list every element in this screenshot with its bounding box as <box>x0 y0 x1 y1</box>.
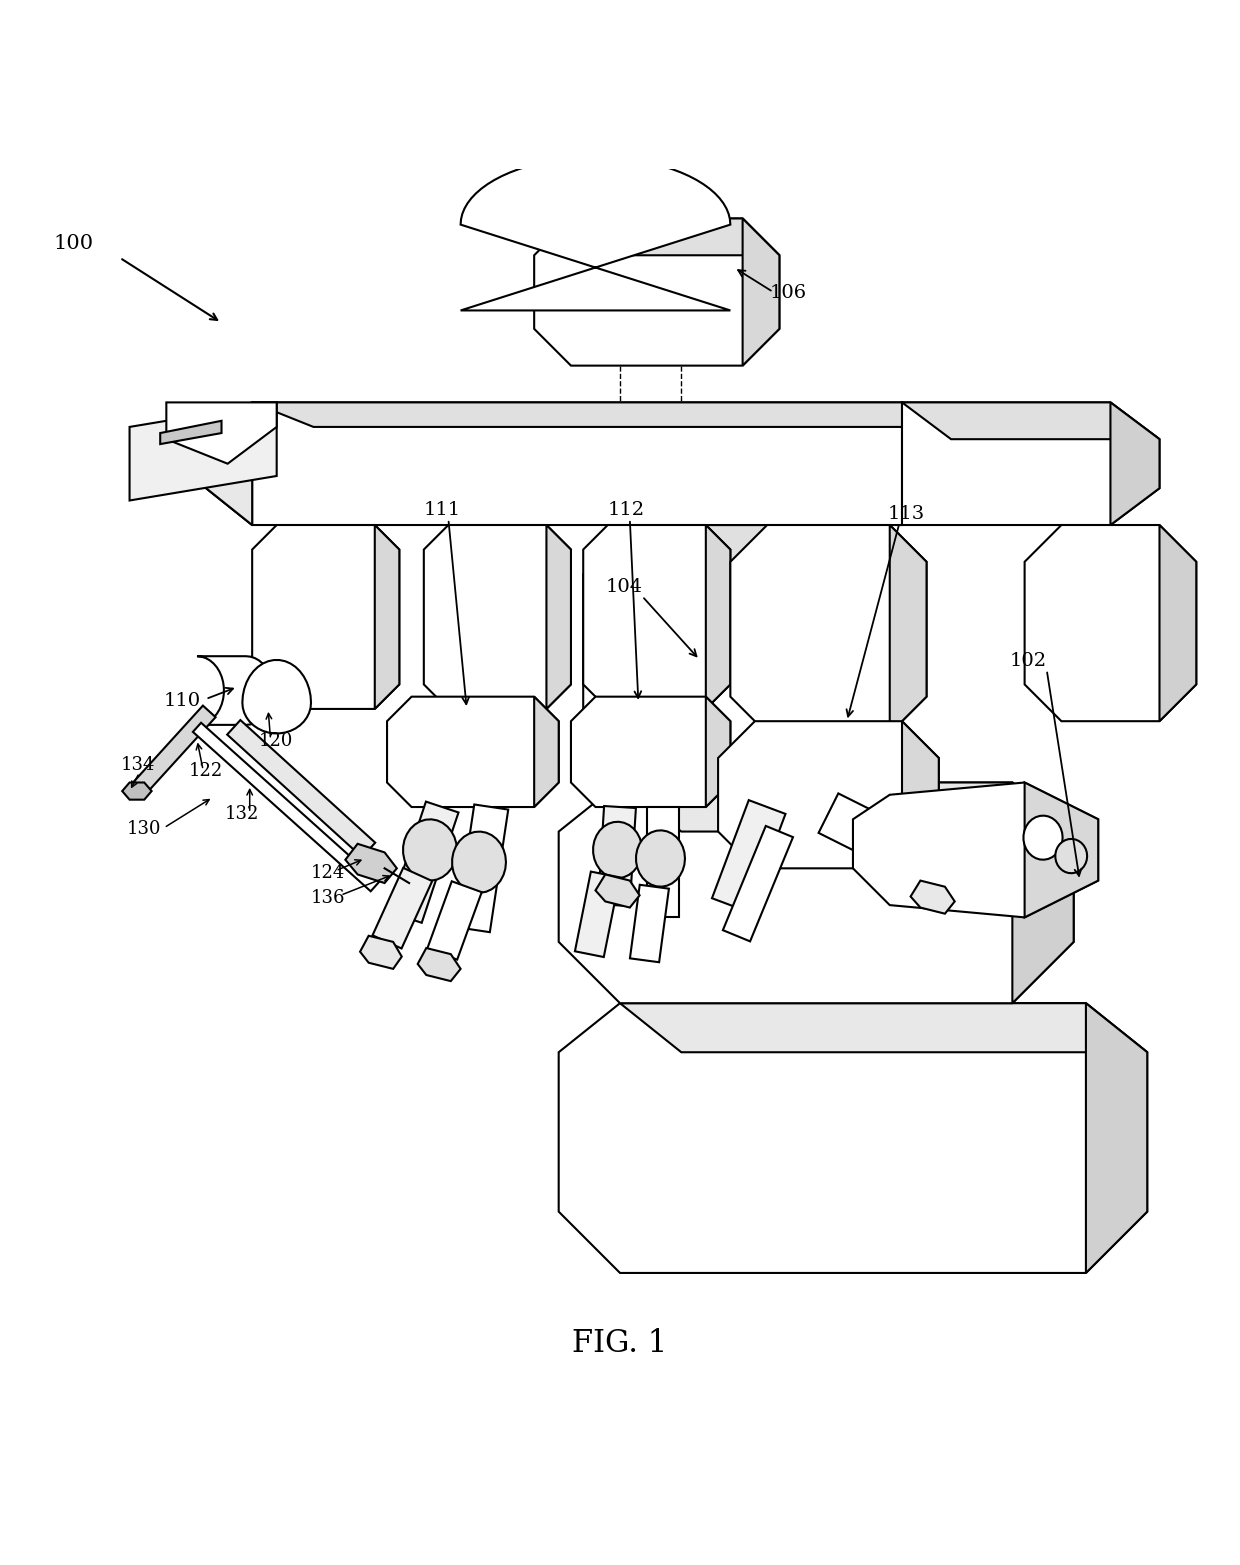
Polygon shape <box>598 806 636 906</box>
Polygon shape <box>595 875 640 908</box>
Polygon shape <box>129 402 277 501</box>
Text: 136: 136 <box>311 889 346 906</box>
Polygon shape <box>453 831 506 892</box>
Text: FIG. 1: FIG. 1 <box>573 1327 667 1358</box>
Polygon shape <box>534 696 559 808</box>
Text: 122: 122 <box>188 762 223 781</box>
Polygon shape <box>1159 524 1197 721</box>
Polygon shape <box>583 524 730 709</box>
Polygon shape <box>706 696 730 808</box>
Polygon shape <box>853 782 1099 917</box>
Polygon shape <box>193 723 379 892</box>
Polygon shape <box>456 804 508 933</box>
Polygon shape <box>387 696 559 808</box>
Polygon shape <box>360 936 402 969</box>
Polygon shape <box>197 656 273 725</box>
Text: 130: 130 <box>128 820 161 837</box>
Polygon shape <box>1111 402 1159 524</box>
Polygon shape <box>620 782 1074 831</box>
Polygon shape <box>901 402 1159 440</box>
Polygon shape <box>620 1003 1147 1052</box>
Polygon shape <box>636 831 684 887</box>
Text: 111: 111 <box>424 501 461 520</box>
Polygon shape <box>890 524 926 734</box>
Polygon shape <box>252 402 963 427</box>
Polygon shape <box>743 219 780 366</box>
Polygon shape <box>191 402 252 524</box>
Polygon shape <box>559 1003 1147 1272</box>
Polygon shape <box>428 881 481 959</box>
Polygon shape <box>403 820 456 881</box>
Polygon shape <box>389 801 459 923</box>
Polygon shape <box>645 524 901 574</box>
Text: 124: 124 <box>311 864 345 883</box>
Polygon shape <box>910 881 955 914</box>
Polygon shape <box>570 219 780 255</box>
Text: 106: 106 <box>770 285 807 302</box>
Polygon shape <box>593 822 642 878</box>
Polygon shape <box>583 524 901 782</box>
Polygon shape <box>460 156 730 310</box>
Polygon shape <box>123 782 151 800</box>
Polygon shape <box>559 782 1074 1003</box>
Polygon shape <box>191 402 252 524</box>
Text: 113: 113 <box>888 505 925 523</box>
Polygon shape <box>1012 782 1074 1003</box>
Text: 100: 100 <box>53 235 94 254</box>
Polygon shape <box>227 720 376 858</box>
Polygon shape <box>706 524 730 709</box>
Polygon shape <box>901 721 939 869</box>
Polygon shape <box>723 826 794 942</box>
Polygon shape <box>1055 839 1087 873</box>
Text: 112: 112 <box>608 501 645 520</box>
Polygon shape <box>718 721 939 869</box>
Text: 134: 134 <box>122 756 155 775</box>
Polygon shape <box>418 948 460 981</box>
Polygon shape <box>575 872 620 958</box>
Polygon shape <box>570 696 730 808</box>
Text: 104: 104 <box>605 579 642 596</box>
Polygon shape <box>242 660 311 734</box>
Polygon shape <box>1023 815 1063 859</box>
Polygon shape <box>424 524 570 709</box>
Polygon shape <box>901 402 963 524</box>
Text: 120: 120 <box>258 732 293 750</box>
Polygon shape <box>1086 1003 1147 1272</box>
Polygon shape <box>374 524 399 709</box>
Polygon shape <box>901 402 1159 524</box>
Polygon shape <box>1024 524 1197 721</box>
Polygon shape <box>712 800 785 912</box>
Polygon shape <box>534 219 780 366</box>
Polygon shape <box>730 524 926 734</box>
Polygon shape <box>647 808 678 917</box>
Text: 132: 132 <box>226 806 259 823</box>
Text: 110: 110 <box>164 692 201 711</box>
Polygon shape <box>1024 782 1099 917</box>
Polygon shape <box>129 706 216 798</box>
Text: 102: 102 <box>1009 653 1047 670</box>
Polygon shape <box>841 524 901 782</box>
Polygon shape <box>346 844 397 883</box>
Polygon shape <box>818 793 899 864</box>
Polygon shape <box>191 402 963 524</box>
Polygon shape <box>372 869 433 948</box>
Polygon shape <box>252 524 399 709</box>
Polygon shape <box>166 402 277 463</box>
Polygon shape <box>630 884 668 962</box>
Polygon shape <box>160 421 222 444</box>
Polygon shape <box>547 524 570 709</box>
